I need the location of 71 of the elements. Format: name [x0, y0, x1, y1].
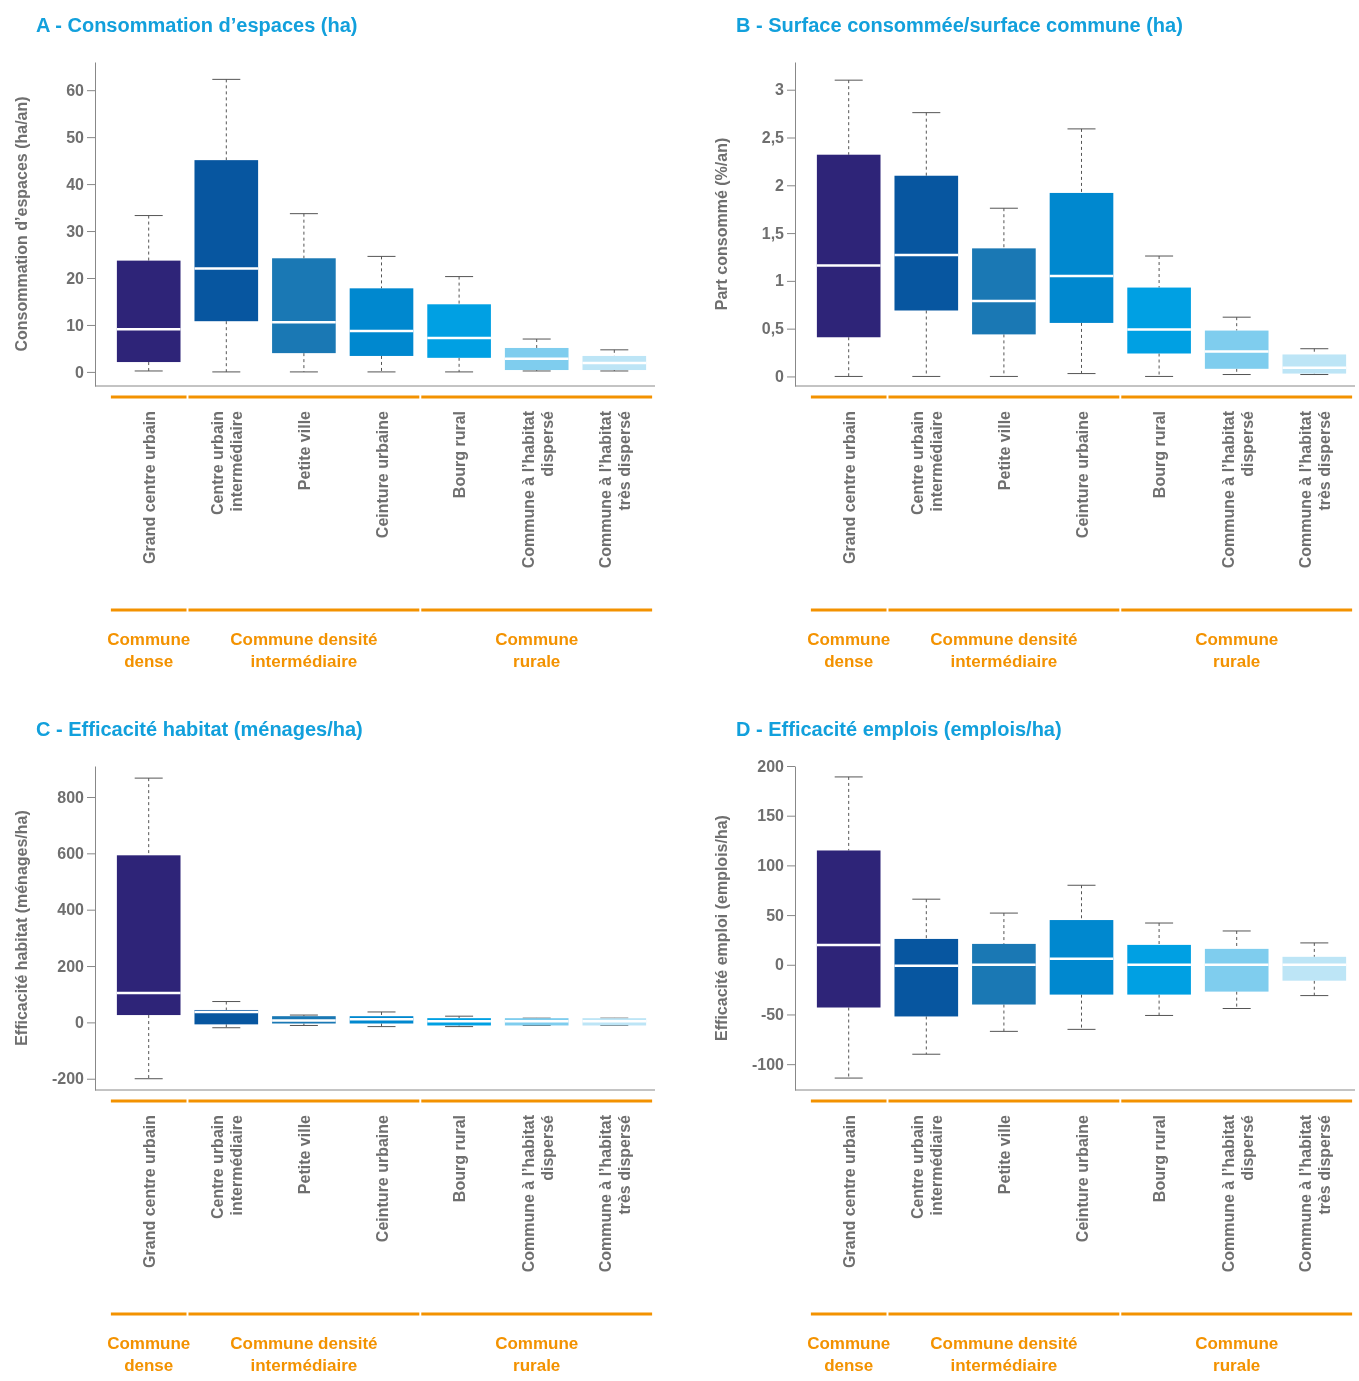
- y-tick-label: 0: [75, 1014, 85, 1031]
- text: Commune dense: [107, 630, 191, 671]
- y-tick-label: 600: [57, 844, 85, 862]
- y-tick-label: -50: [760, 1006, 785, 1024]
- text: Commune rurale: [495, 630, 579, 671]
- x-tick-label: Commune à l’habitat dispersé: [1219, 410, 1256, 569]
- y-tick-label: 800: [57, 788, 85, 806]
- x-tick-label: Bourg rural: [1151, 1115, 1169, 1203]
- text: Commune densité intermédiaire: [930, 1334, 1078, 1375]
- text: Commune densité intermédiaire: [230, 1334, 378, 1375]
- y-axis-title: Consommation d’espaces (ha/an): [13, 96, 30, 352]
- x-tick-label: Ceinture urbaine: [1073, 1114, 1091, 1243]
- text: Commune rurale: [1195, 630, 1279, 671]
- y-tick-label: 200: [57, 957, 85, 975]
- y-tick-label: 50: [766, 906, 785, 924]
- y-tick-label: 60: [66, 81, 85, 99]
- y-tick-label: -100: [751, 1055, 785, 1073]
- x-tick-label: Commune à l’habitat dispersé: [519, 410, 556, 569]
- y-tick-label: 30: [66, 222, 85, 240]
- y-tick-label: 2: [775, 176, 785, 194]
- text: Commune dense: [807, 1334, 891, 1375]
- x-tick-label: Grand centre urbain: [140, 411, 158, 564]
- y-tick-label: 150: [757, 807, 785, 825]
- y-tick-label: 0: [775, 368, 785, 386]
- text: Commune dense: [107, 1334, 191, 1375]
- x-tick-label: Centre urbain intermédiaire: [909, 1114, 946, 1220]
- x-tick-label: Petite ville: [295, 410, 313, 491]
- y-tick-label: 40: [66, 175, 85, 193]
- x-tick-label: Petite ville: [995, 1114, 1013, 1195]
- x-tick-label: Bourg rural: [1151, 411, 1169, 499]
- x-tick-label: Bourg rural: [451, 1115, 469, 1203]
- x-tick-label: Petite ville: [295, 1114, 313, 1195]
- x-tick-label: Grand centre urbain: [840, 411, 858, 564]
- chart-title: D - Efficacité emplois (emplois/ha): [736, 718, 1062, 740]
- y-tick-label: 400: [57, 901, 85, 919]
- x-tick-label: Grand centre urbain: [140, 1115, 158, 1268]
- y-tick-label: 3: [775, 81, 785, 99]
- y-axis-title: Part consommé (%/an): [713, 137, 730, 311]
- chart-title: A - Consommation d’espaces (ha): [36, 14, 358, 36]
- y-tick-label: 200: [757, 757, 785, 775]
- y-tick-label: 50: [66, 128, 85, 146]
- y-tick-label: 0,5: [761, 320, 785, 338]
- x-tick-label: Centre urbain intermédiaire: [209, 1114, 246, 1220]
- y-tick-label: -200: [51, 1070, 85, 1088]
- y-axis-title: Efficacité habitat (ménages/ha): [13, 810, 30, 1046]
- text: Commune rurale: [1195, 1334, 1279, 1375]
- text: Commune densité intermédiaire: [230, 630, 378, 671]
- y-tick-label: 10: [66, 316, 85, 334]
- text: Commune densité intermédiaire: [930, 630, 1078, 671]
- chart-title: B - Surface consommée/surface commune (ha): [736, 14, 1183, 36]
- x-tick-label: Commune à l’habitat dispersé: [1219, 1114, 1256, 1273]
- x-tick-label: Petite ville: [995, 410, 1013, 491]
- y-tick-label: 0: [75, 363, 85, 381]
- y-tick-label: 1,5: [761, 224, 785, 242]
- x-tick-label: Commune à l’habitat dispersé: [519, 1114, 556, 1273]
- y-tick-label: 2,5: [761, 129, 785, 147]
- y-tick-label: 1: [775, 272, 785, 290]
- x-tick-label: Ceinture urbaine: [373, 410, 391, 539]
- y-tick-label: 20: [66, 269, 85, 287]
- y-tick-label: 100: [757, 857, 785, 875]
- chart-title: C - Efficacité habitat (ménages/ha): [36, 718, 363, 740]
- y-tick-label: 0: [775, 956, 785, 974]
- x-tick-label: Bourg rural: [451, 411, 469, 499]
- x-tick-label: Centre urbain intermédiaire: [909, 410, 946, 516]
- x-tick-label: Centre urbain intermédiaire: [209, 410, 246, 516]
- x-tick-label: Ceinture urbaine: [1073, 410, 1091, 539]
- text: Commune dense: [807, 630, 891, 671]
- x-tick-label: Grand centre urbain: [840, 1115, 858, 1268]
- text: Commune rurale: [495, 1334, 579, 1375]
- y-axis-title: Efficacité emploi (emplois/ha): [713, 815, 730, 1041]
- x-tick-label: Ceinture urbaine: [373, 1114, 391, 1243]
